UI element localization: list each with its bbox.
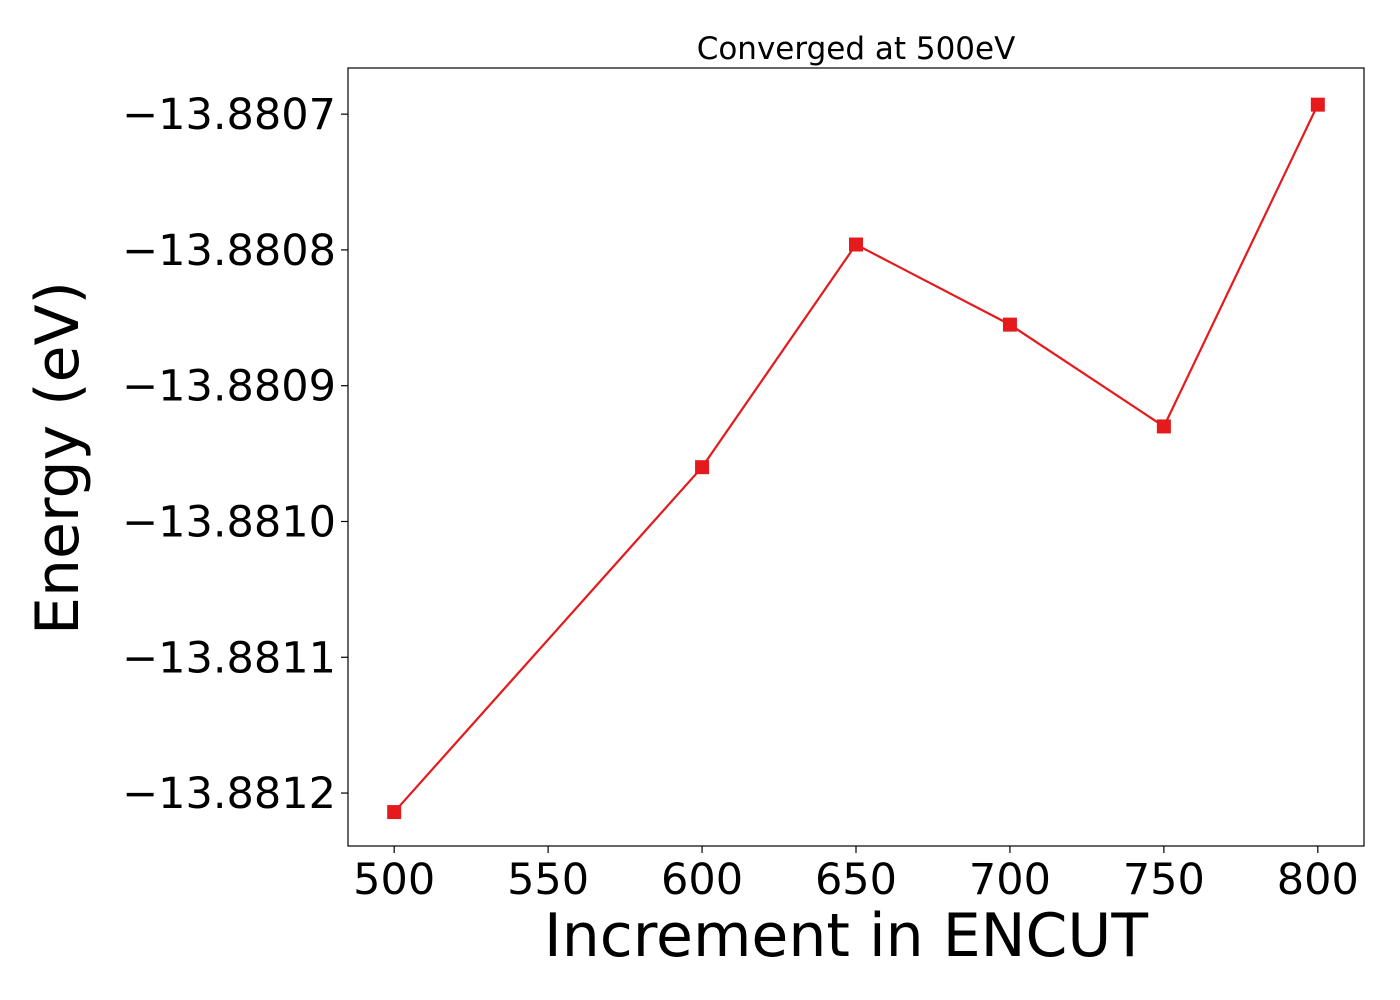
series-line [393, 104, 1319, 813]
data-point-marker [849, 237, 863, 252]
y-tick-label: −13.8807 [122, 90, 336, 140]
y-axis-ticks: −13.8812 −13.8811 −13.8810 −13.8809 −13.8808… [122, 90, 348, 819]
y-tick-label: −13.8809 [122, 362, 336, 412]
x-axis-ticks: 500 550 600 650 700 750 800 [353, 846, 1359, 905]
data-point-marker [695, 460, 710, 475]
x-tick-label: 800 [1277, 855, 1359, 905]
chart-title: Converged at 500eV [697, 31, 1016, 67]
x-tick-label: 500 [353, 855, 435, 905]
plot-background [348, 68, 1364, 846]
x-tick-label: 600 [661, 855, 743, 905]
y-tick-label: −13.8808 [122, 226, 336, 276]
x-axis-label: Increment in ENCUT [544, 901, 1148, 971]
plot-frame [347, 67, 1365, 847]
x-tick-label: 550 [507, 855, 589, 905]
y-tick-label: −13.8810 [122, 497, 336, 547]
x-tick-label: 700 [969, 855, 1051, 905]
data-point-marker [1310, 97, 1325, 112]
y-tick-label: −13.8812 [122, 769, 336, 819]
series-markers [387, 97, 1325, 820]
y-axis-label: Energy (eV) [23, 281, 93, 635]
y-tick-label: −13.8811 [122, 633, 336, 683]
data-point-marker [1156, 419, 1171, 434]
data-point-marker [387, 805, 402, 820]
data-point-marker [1002, 317, 1017, 332]
x-tick-label: 750 [1123, 855, 1205, 905]
x-tick-label: 650 [815, 855, 897, 905]
